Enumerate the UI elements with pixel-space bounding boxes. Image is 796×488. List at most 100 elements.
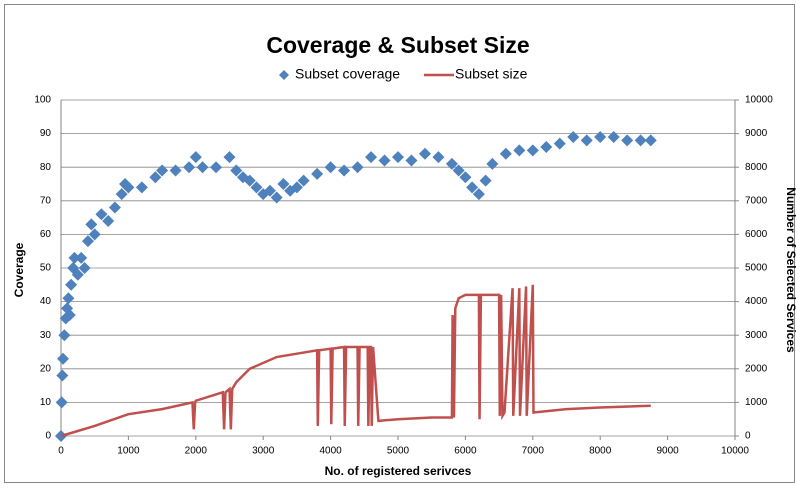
y-tick-label: 50	[40, 263, 52, 274]
marker	[594, 130, 607, 143]
x-tick-label: 7000	[522, 446, 545, 457]
x-tick-label: 5000	[387, 446, 410, 457]
marker	[75, 251, 88, 264]
marker	[65, 278, 78, 291]
y2-tick-label: 5000	[745, 263, 768, 274]
y-tick-label: 70	[40, 195, 52, 206]
marker	[459, 171, 472, 184]
y-tick-label: 40	[40, 296, 52, 307]
y-tick-label: 100	[34, 95, 51, 106]
marker	[311, 167, 324, 180]
x-tick-label: 9000	[656, 446, 679, 457]
marker	[378, 154, 391, 167]
marker	[156, 164, 169, 177]
y2-tick-label: 6000	[745, 229, 768, 240]
marker	[135, 181, 148, 194]
marker	[95, 208, 108, 221]
marker	[85, 218, 98, 231]
x-tick-label: 0	[58, 446, 64, 457]
marker	[250, 181, 263, 194]
x-tick-label: 8000	[589, 446, 612, 457]
legend-label: Subset coverage	[295, 66, 400, 82]
legend-swatch	[279, 70, 289, 80]
marker	[290, 181, 303, 194]
marker	[63, 309, 76, 322]
marker	[365, 151, 378, 164]
marker	[634, 134, 647, 147]
y-tick-label: 20	[40, 363, 52, 374]
marker	[644, 134, 657, 147]
marker	[88, 228, 101, 241]
x-tick-label: 1000	[117, 446, 140, 457]
marker	[108, 201, 121, 214]
marker	[102, 214, 115, 227]
marker	[55, 396, 68, 409]
marker	[122, 181, 135, 194]
x-tick-label: 10000	[721, 446, 749, 457]
y2-tick-label: 4000	[745, 296, 768, 307]
marker	[392, 151, 404, 164]
marker	[607, 130, 620, 143]
marker	[479, 174, 492, 187]
chart-frame	[4, 4, 795, 483]
y2-tick-label: 3000	[745, 330, 768, 341]
x-tick-label: 3000	[252, 446, 275, 457]
y2-tick-label: 9000	[745, 128, 768, 139]
marker	[351, 161, 364, 174]
marker	[499, 147, 512, 160]
marker	[196, 161, 209, 174]
marker	[580, 134, 593, 147]
y-tick-label: 80	[40, 162, 52, 173]
y2-tick-label: 0	[745, 431, 751, 442]
marker	[263, 184, 276, 197]
marker	[553, 137, 566, 150]
marker	[78, 262, 91, 274]
marker	[183, 161, 196, 174]
marker	[210, 161, 223, 174]
marker	[432, 151, 445, 164]
marker	[621, 134, 634, 147]
y2-tick-label: 1000	[745, 397, 768, 408]
line	[60, 284, 651, 438]
y2-axis-title: Number of Selected Services	[784, 187, 796, 353]
y-tick-label: 60	[40, 229, 52, 240]
marker	[324, 161, 337, 174]
marker	[62, 292, 75, 305]
marker	[445, 157, 458, 170]
marker	[567, 130, 580, 143]
x-tick-label: 6000	[454, 446, 477, 457]
x-tick-label: 4000	[319, 446, 342, 457]
marker	[71, 268, 84, 281]
marker	[526, 144, 539, 157]
marker	[223, 151, 236, 164]
marker	[169, 164, 182, 177]
marker	[270, 191, 283, 204]
y2-tick-label: 8000	[745, 162, 768, 173]
y-tick-label: 10	[40, 397, 52, 408]
y-tick-label: 30	[40, 330, 52, 341]
marker	[472, 188, 485, 201]
marker	[57, 352, 70, 365]
marker	[338, 164, 351, 177]
marker	[405, 154, 418, 167]
marker	[56, 369, 69, 382]
y2-tick-label: 2000	[745, 363, 768, 374]
marker	[81, 235, 94, 248]
marker	[149, 171, 162, 184]
x-axis-title: No. of registered serivces	[325, 464, 472, 478]
marker	[230, 164, 243, 177]
marker	[486, 157, 499, 170]
y2-tick-label: 7000	[745, 195, 768, 206]
marker	[277, 178, 290, 190]
y-tick-label: 90	[40, 128, 52, 139]
marker	[540, 141, 553, 154]
marker	[68, 251, 81, 264]
marker	[115, 188, 128, 201]
marker	[418, 147, 431, 160]
legend-label: Subset size	[455, 66, 528, 82]
marker	[452, 164, 465, 177]
y2-tick-label: 10000	[745, 95, 773, 106]
marker	[297, 174, 310, 187]
y-tick-label: 0	[45, 431, 51, 442]
